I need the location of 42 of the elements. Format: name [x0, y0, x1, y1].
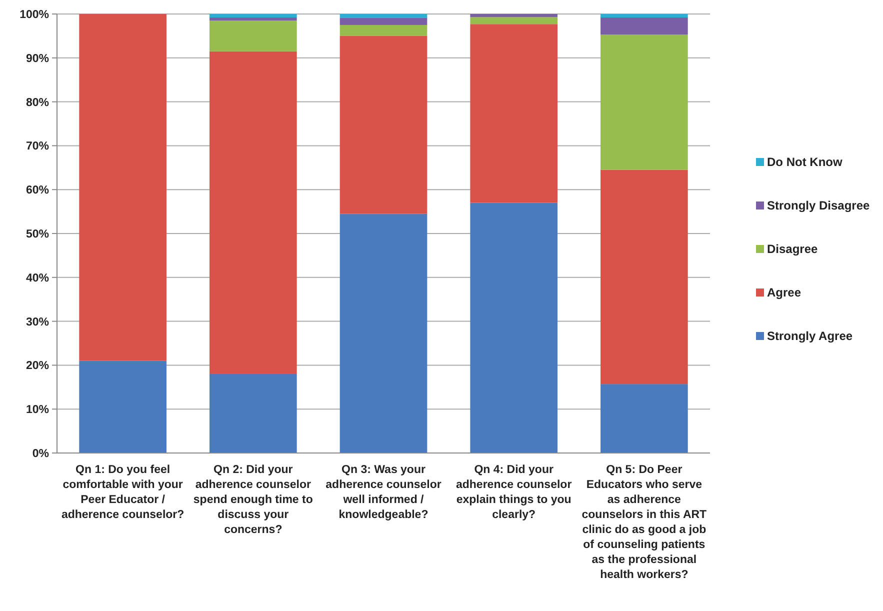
legend-label: Do Not Know — [767, 155, 843, 170]
bar — [600, 34, 688, 170]
bar — [600, 170, 688, 384]
x-tick-label: Qn 4: Did your adherence counselor explain things to you clearly? — [456, 464, 572, 521]
x-tick-label: Qn 1: Do you feel comfortable with your Peer Educator / adherence counselor? — [61, 464, 184, 521]
y-tick-label: 40% — [26, 272, 49, 284]
x-tick-label: Qn 3: Was your adherence counselor well informed / knowledgeable? — [326, 464, 442, 521]
bar — [209, 51, 297, 374]
bar — [209, 14, 297, 18]
bar — [209, 20, 297, 52]
x-tick-label: Qn 5: Do Peer Educators who serve as adherence counselors in this ART clinic do as good a job of counseling patients as the professional health workers? — [582, 464, 707, 581]
legend-label: Disagree — [767, 242, 818, 256]
bar — [79, 14, 166, 361]
x-tick-label: Qn 2: Did your adherence counselor spend enough time to discuss your concerns? — [193, 464, 313, 536]
y-tick-label: 20% — [26, 360, 49, 372]
y-tick-label: 80% — [26, 96, 49, 109]
y-tick-label: 30% — [26, 316, 49, 328]
legend-label: Strongly Agree — [767, 329, 853, 344]
bar — [340, 214, 428, 453]
y-tick-label: 10% — [26, 404, 49, 416]
y-tick-label: 70% — [26, 140, 49, 153]
bar — [470, 24, 558, 203]
bar — [600, 384, 688, 453]
bar — [470, 14, 558, 18]
bar — [340, 14, 428, 18]
y-tick-label: 0% — [32, 448, 49, 460]
legend-label: Strongly Disagree — [767, 198, 870, 213]
y-tick-label: 60% — [26, 184, 49, 197]
bar — [340, 36, 428, 214]
bar — [209, 18, 297, 21]
bar — [340, 18, 428, 25]
bar — [600, 18, 688, 35]
bar — [600, 14, 688, 18]
bar — [340, 24, 428, 36]
bar — [79, 360, 166, 453]
bar — [470, 17, 558, 24]
legend-label: Agree — [767, 286, 802, 300]
bar — [209, 374, 297, 453]
y-tick-label: 50% — [26, 228, 49, 241]
y-tick-label: 90% — [26, 52, 49, 65]
bar — [470, 202, 558, 453]
y-tick-label: 100% — [20, 9, 49, 22]
